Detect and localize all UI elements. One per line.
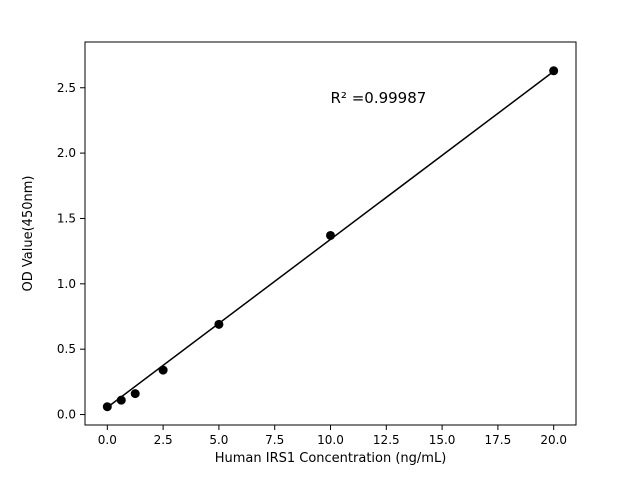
x-tick-label: 10.0 — [317, 433, 344, 447]
x-tick-label: 7.5 — [265, 433, 284, 447]
r-squared-annotation: R² =0.99987 — [331, 89, 427, 107]
y-tick-label: 1.5 — [57, 211, 76, 225]
x-axis-label: Human IRS1 Concentration (ng/mL) — [215, 451, 447, 466]
y-tick-label: 2.5 — [57, 81, 76, 95]
y-axis-label: OD Value(450nm) — [21, 176, 36, 292]
x-axis: 0.0 2.5 5.0 7.5 10.0 12.5 15.0 17.5 20.0 — [98, 425, 567, 447]
x-tick-label: 2.5 — [154, 433, 173, 447]
data-point — [102, 402, 112, 412]
data-point — [116, 395, 126, 405]
y-tick-label: 0.0 — [57, 408, 76, 422]
data-point — [549, 66, 559, 76]
x-tick-label: 20.0 — [540, 433, 567, 447]
y-axis: 0.0 0.5 1.0 1.5 2.0 2.5 — [57, 81, 85, 422]
plot-border — [84, 41, 577, 426]
data-point — [158, 365, 168, 375]
data-point — [130, 389, 140, 399]
y-tick-label: 2.0 — [57, 146, 76, 160]
data-point — [214, 319, 224, 329]
data-point — [326, 230, 335, 240]
x-tick-label: 12.5 — [373, 433, 400, 447]
x-tick-label: 5.0 — [209, 433, 228, 447]
x-tick-label: 0.0 — [98, 433, 117, 447]
y-tick-label: 0.5 — [57, 342, 76, 356]
x-tick-label: 17.5 — [485, 433, 512, 447]
x-tick-label: 15.0 — [429, 433, 456, 447]
data-points — [102, 66, 559, 412]
y-tick-label: 1.0 — [57, 277, 76, 291]
